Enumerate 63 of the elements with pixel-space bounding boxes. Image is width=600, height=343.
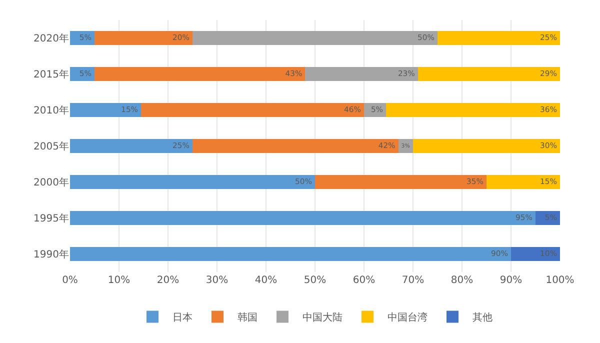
bar [94, 66, 306, 82]
x-tick-label: 100% [546, 275, 574, 286]
bar [141, 102, 364, 118]
data-label: 35% [466, 176, 484, 186]
data-label: 23% [398, 68, 415, 78]
x-tick-label: 10% [108, 275, 130, 286]
data-label: 46% [344, 104, 361, 114]
y-tick-label: 2020年 [34, 32, 69, 44]
bar [70, 246, 511, 262]
bar [413, 138, 560, 154]
bar [192, 138, 398, 154]
data-label: 5% [370, 104, 384, 114]
bar [305, 66, 418, 82]
bar [386, 102, 560, 118]
data-label: 5% [79, 68, 92, 78]
data-label: 90% [491, 248, 508, 258]
data-label: 43% [285, 68, 302, 78]
data-label: 25% [540, 32, 557, 42]
y-tick-label: 1990年 [34, 248, 69, 260]
data-label: 29% [540, 68, 557, 78]
bar [511, 246, 560, 262]
data-label: 5% [79, 32, 92, 42]
data-label: 50% [418, 32, 434, 42]
y-tick-label: 2010年 [34, 104, 69, 116]
data-label: 5% [544, 212, 557, 222]
y-tick-label: 2000年 [34, 176, 69, 188]
legend-label: 韩国 [238, 312, 258, 324]
bar [438, 30, 560, 46]
bar [192, 30, 438, 46]
x-tick-label: 90% [500, 275, 522, 286]
data-label: 25% [172, 140, 190, 150]
bar [315, 174, 486, 190]
data-label: 50% [295, 176, 312, 186]
bar [70, 102, 142, 118]
data-label: 15% [121, 104, 138, 114]
y-tick-label: 2015年 [34, 68, 69, 80]
x-tick-label: 50% [304, 275, 326, 286]
bar [418, 66, 560, 82]
x-tick-label: 80% [450, 275, 474, 286]
bar [70, 210, 536, 226]
x-tick-label: 70% [402, 275, 424, 286]
y-tick-label: 2005年 [34, 140, 69, 152]
data-label: 42% [378, 140, 396, 150]
bar [486, 174, 560, 190]
x-tick-label: 40% [254, 275, 278, 286]
data-label: 36% [540, 104, 557, 114]
data-label: 10% [540, 248, 557, 258]
y-tick-label: 1995年 [34, 212, 69, 224]
legend-label: 中国台湾 [388, 312, 428, 324]
bar [94, 30, 192, 46]
bar [70, 174, 315, 190]
data-label: 30% [540, 140, 557, 150]
x-tick-label: 60% [352, 275, 376, 286]
legend-label: 中国大陆 [302, 312, 342, 324]
legend-label: 其他 [472, 312, 492, 324]
legend-label: 日本 [172, 312, 192, 324]
x-tick-label: 0% [62, 275, 78, 286]
data-label: 95% [516, 212, 532, 222]
data-label: 20% [172, 32, 190, 42]
x-tick-label: 30% [206, 275, 228, 286]
x-tick-label: 20% [156, 275, 180, 286]
data-label: 15% [540, 176, 557, 186]
bar [70, 138, 192, 154]
